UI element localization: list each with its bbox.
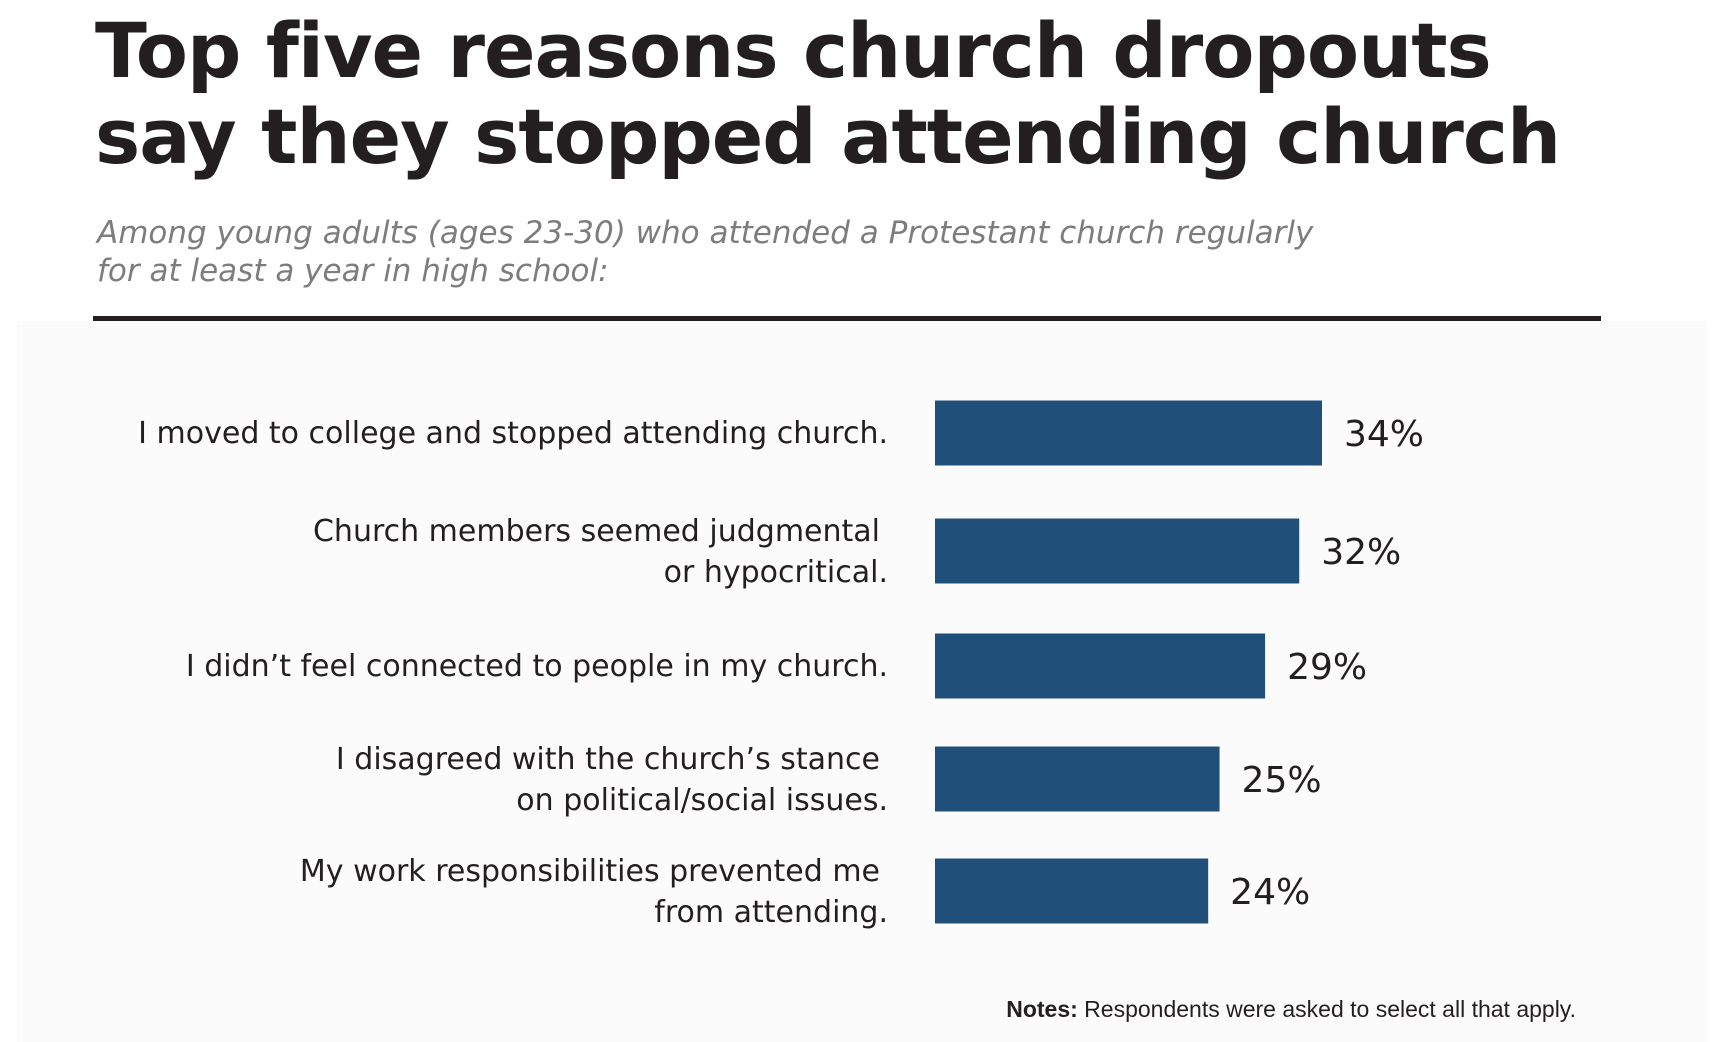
chart-subtitle: Among young adults (ages 23-30) who atte… xyxy=(97,214,1497,290)
bar xyxy=(935,858,1209,924)
bar xyxy=(935,518,1300,584)
chart-notes: Notes: Respondents were asked to select … xyxy=(1006,996,1576,1023)
bar xyxy=(935,633,1266,699)
chart-panel xyxy=(17,321,1707,1042)
category-label: My work responsibilities prevented me xyxy=(300,854,880,889)
category-label: Church members seemed judgmental xyxy=(313,514,880,549)
data-label: 29% xyxy=(1287,647,1367,688)
chart-title: Top five reasons church dropouts say the… xyxy=(95,6,1561,181)
category-label: I disagreed with the church’s stance xyxy=(336,742,880,777)
category-label: or hypocritical. xyxy=(664,555,888,590)
subtitle-line-2: for at least a year in high school: xyxy=(97,253,609,289)
data-label: 24% xyxy=(1230,872,1310,913)
subtitle-line-1: Among young adults (ages 23-30) who atte… xyxy=(97,215,1314,251)
category-label: I moved to college and stopped attending… xyxy=(138,416,888,451)
notes-label: Notes: xyxy=(1006,996,1078,1022)
bar xyxy=(935,400,1322,466)
data-label: 25% xyxy=(1242,760,1322,801)
category-label: from attending. xyxy=(654,895,888,930)
category-label: on political/social issues. xyxy=(516,783,888,818)
title-divider xyxy=(93,316,1601,321)
data-label: 34% xyxy=(1344,414,1424,455)
bar xyxy=(935,746,1220,812)
category-label: I didn’t feel connected to people in my … xyxy=(186,649,888,684)
data-label: 32% xyxy=(1321,532,1401,573)
notes-text: Respondents were asked to select all tha… xyxy=(1077,996,1576,1022)
